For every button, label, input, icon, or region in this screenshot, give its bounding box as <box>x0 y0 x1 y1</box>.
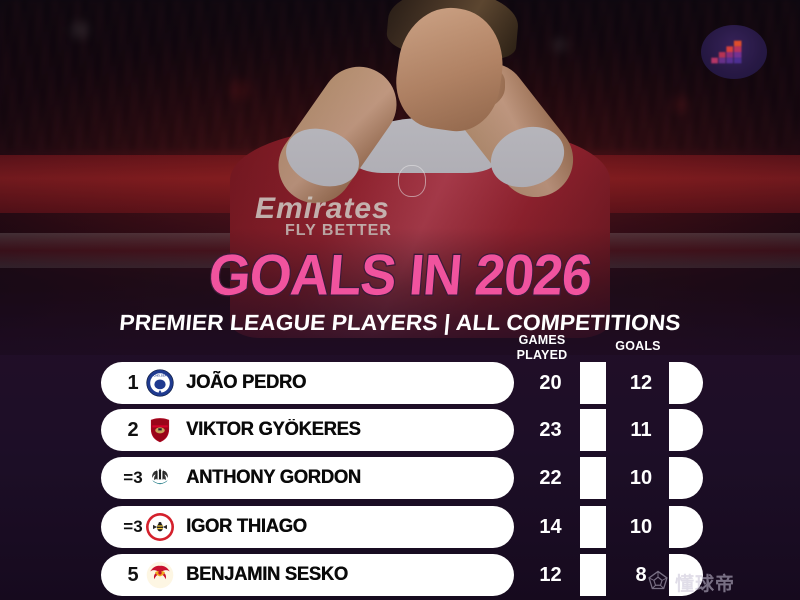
svg-text:CHELSEA: CHELSEA <box>153 374 166 377</box>
